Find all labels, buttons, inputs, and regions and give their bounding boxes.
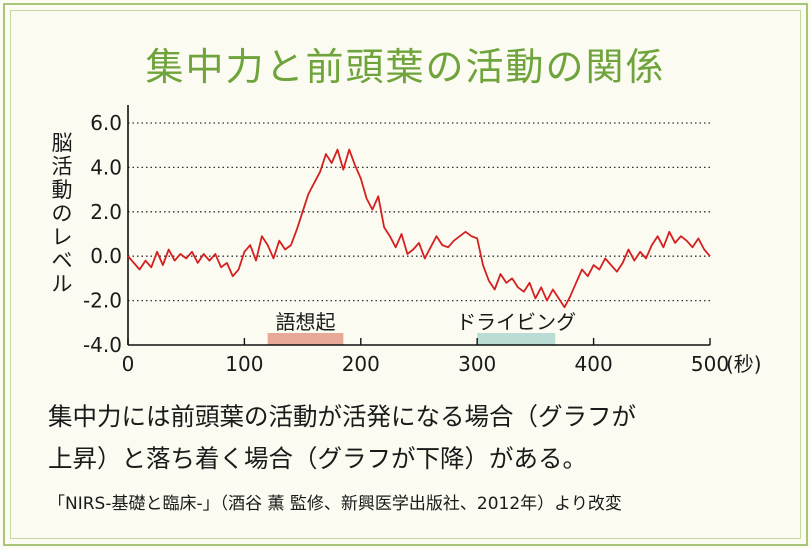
gridlines	[128, 122, 710, 302]
band-1	[477, 333, 556, 345]
caption-line-1: 集中力には前頭葉の活動が活発になる場合（グラフが	[48, 402, 636, 431]
x-tick-label-5: 500	[691, 352, 729, 376]
series-line	[127, 148, 711, 309]
y-label-char-2: 動	[52, 178, 73, 202]
x-tick-label-2: 200	[342, 352, 380, 376]
y-tick-labels: 6.0 4.0 2.0 0.0 -2.0 -4.0	[83, 111, 122, 357]
x-tick-label-4: 400	[575, 352, 613, 376]
chart-title: 集中力と前頭葉の活動の関係	[145, 45, 666, 89]
x-tick-label-1: 100	[225, 352, 263, 376]
source-citation: 「NIRS-基礎と臨床-」（酒谷 薫 監修、新興医学出版社、2012年）より改変	[48, 494, 622, 514]
band-label-1: ドライビング	[456, 310, 576, 334]
y-tick-label-1: 4.0	[90, 155, 122, 179]
x-axis-label: (秒)	[726, 352, 762, 376]
y-tick-label-2: 2.0	[90, 200, 122, 224]
series-path-0	[127, 148, 711, 309]
y-tick-label-4: -2.0	[83, 289, 122, 313]
band-0	[267, 333, 344, 345]
y-label-char-4: レ	[52, 225, 73, 249]
x-tick-label-0: 0	[122, 352, 135, 376]
band-label-0: 語想起	[276, 310, 336, 334]
y-label-char-0: 脳	[52, 131, 73, 155]
y-label-char-5: ベ	[52, 249, 73, 273]
x-tick-label-3: 300	[458, 352, 496, 376]
caption-line-2: 上昇）と落ち着く場合（グラフが下降）がある。	[48, 444, 587, 473]
y-label-char-6: ル	[52, 272, 73, 296]
axes	[127, 105, 711, 346]
x-tick-labels: 0 100 200 300 400 500	[122, 352, 729, 376]
y-tick-label-0: 6.0	[90, 111, 122, 135]
outer-border	[3, 3, 808, 546]
y-tick-label-3: 0.0	[90, 244, 122, 268]
task-bands: 語想起 ドライビング	[267, 310, 576, 345]
y-label-char-1: 活	[52, 155, 73, 179]
y-label-char-3: の	[52, 202, 73, 226]
y-tick-label-5: -4.0	[83, 333, 122, 357]
inner-border	[10, 10, 801, 539]
